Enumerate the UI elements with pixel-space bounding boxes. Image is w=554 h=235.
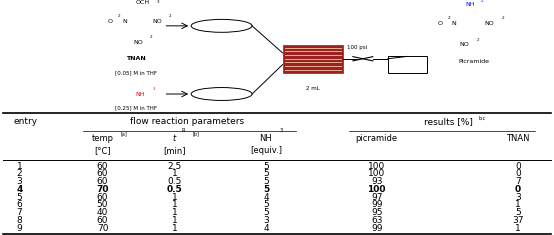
Text: 70: 70 bbox=[97, 223, 108, 233]
Text: NH: NH bbox=[465, 2, 475, 7]
Text: 2: 2 bbox=[476, 38, 479, 42]
Text: 5: 5 bbox=[515, 208, 521, 217]
Text: 2: 2 bbox=[481, 0, 484, 3]
Text: 70: 70 bbox=[96, 185, 109, 194]
Text: 5: 5 bbox=[263, 177, 269, 186]
Text: 1: 1 bbox=[17, 162, 22, 171]
Text: TNAN: TNAN bbox=[126, 56, 146, 61]
Text: 2: 2 bbox=[118, 14, 121, 18]
Text: 4: 4 bbox=[16, 185, 23, 194]
Text: 7: 7 bbox=[515, 177, 521, 186]
Text: 2.5: 2.5 bbox=[167, 162, 182, 171]
Text: 1: 1 bbox=[515, 200, 521, 209]
Text: picramide: picramide bbox=[356, 134, 398, 143]
Text: 0.5: 0.5 bbox=[167, 177, 182, 186]
Text: 60: 60 bbox=[97, 162, 108, 171]
Text: 95: 95 bbox=[371, 208, 382, 217]
Text: 3: 3 bbox=[152, 87, 155, 91]
Text: 8: 8 bbox=[17, 216, 22, 225]
Text: 100: 100 bbox=[367, 185, 386, 194]
Bar bbox=[283, 45, 343, 73]
Text: N: N bbox=[122, 19, 127, 24]
Text: 40: 40 bbox=[97, 208, 108, 217]
Text: 37: 37 bbox=[512, 216, 524, 225]
Text: 60: 60 bbox=[97, 192, 108, 202]
Text: temp: temp bbox=[91, 134, 114, 143]
Text: NO: NO bbox=[485, 21, 495, 26]
Text: [°C]: [°C] bbox=[94, 146, 111, 155]
Text: 2: 2 bbox=[448, 16, 450, 20]
Text: 0: 0 bbox=[515, 185, 521, 194]
Text: [b]: [b] bbox=[193, 131, 199, 136]
Text: 2: 2 bbox=[17, 169, 22, 178]
Text: 6: 6 bbox=[17, 200, 22, 209]
Text: 60: 60 bbox=[97, 177, 108, 186]
Text: 5: 5 bbox=[263, 185, 269, 194]
Text: 0: 0 bbox=[515, 162, 521, 171]
Text: 99: 99 bbox=[371, 200, 382, 209]
Text: 5: 5 bbox=[263, 162, 269, 171]
Text: 100 psi: 100 psi bbox=[347, 45, 367, 50]
Text: R: R bbox=[181, 128, 185, 133]
Text: 0.5: 0.5 bbox=[167, 185, 182, 194]
Text: [a]: [a] bbox=[120, 131, 127, 136]
Text: [0.25] M in THF: [0.25] M in THF bbox=[115, 106, 157, 111]
Text: [min]: [min] bbox=[163, 146, 186, 155]
Text: 100: 100 bbox=[368, 169, 386, 178]
Text: 2: 2 bbox=[501, 16, 504, 20]
Text: 2: 2 bbox=[150, 35, 152, 39]
Text: NH: NH bbox=[259, 134, 273, 143]
Text: 3: 3 bbox=[280, 128, 283, 133]
Text: 60: 60 bbox=[97, 169, 108, 178]
Text: Picramide: Picramide bbox=[458, 59, 489, 64]
Text: 97: 97 bbox=[371, 192, 382, 202]
Text: entry: entry bbox=[14, 117, 38, 126]
Text: 0: 0 bbox=[515, 169, 521, 178]
Text: 100: 100 bbox=[368, 162, 386, 171]
Text: 7: 7 bbox=[17, 208, 22, 217]
Text: 3: 3 bbox=[263, 216, 269, 225]
Text: 1: 1 bbox=[172, 200, 177, 209]
Bar bbox=[388, 56, 427, 73]
Text: NH: NH bbox=[136, 92, 145, 97]
Text: results [%]: results [%] bbox=[424, 117, 473, 126]
Text: NO: NO bbox=[133, 40, 143, 45]
Text: 5: 5 bbox=[263, 169, 269, 178]
Text: 93: 93 bbox=[371, 177, 382, 186]
Text: b,c: b,c bbox=[478, 116, 485, 121]
Text: 60: 60 bbox=[97, 216, 108, 225]
Text: 1: 1 bbox=[172, 216, 177, 225]
Text: O: O bbox=[438, 21, 443, 26]
Text: 3: 3 bbox=[17, 177, 22, 186]
Text: flow reaction parameters: flow reaction parameters bbox=[130, 117, 244, 126]
Text: 4: 4 bbox=[263, 223, 269, 233]
Text: 3: 3 bbox=[515, 192, 521, 202]
Text: NO: NO bbox=[460, 42, 470, 47]
Text: 5: 5 bbox=[263, 200, 269, 209]
Text: 4: 4 bbox=[263, 192, 269, 202]
Text: [equiv.]: [equiv.] bbox=[250, 146, 282, 155]
Text: 1: 1 bbox=[172, 208, 177, 217]
Text: 2 mL: 2 mL bbox=[306, 86, 320, 91]
Text: 3: 3 bbox=[157, 0, 160, 4]
Text: t: t bbox=[173, 134, 176, 143]
Text: NO: NO bbox=[152, 19, 162, 24]
Text: 5: 5 bbox=[17, 192, 22, 202]
Text: 99: 99 bbox=[371, 223, 382, 233]
Text: TNAN: TNAN bbox=[506, 134, 530, 143]
Text: [0.05] M in THF: [0.05] M in THF bbox=[115, 70, 157, 75]
Text: 5: 5 bbox=[263, 208, 269, 217]
Text: 1: 1 bbox=[172, 192, 177, 202]
Text: 1: 1 bbox=[172, 169, 177, 178]
Text: N: N bbox=[452, 21, 456, 26]
Text: 63: 63 bbox=[371, 216, 382, 225]
Text: OCH: OCH bbox=[136, 0, 150, 5]
Text: O: O bbox=[108, 19, 113, 24]
Text: 50: 50 bbox=[97, 200, 108, 209]
Text: 2: 2 bbox=[169, 14, 172, 18]
Text: 9: 9 bbox=[17, 223, 22, 233]
Text: 1: 1 bbox=[515, 223, 521, 233]
Text: 1: 1 bbox=[172, 223, 177, 233]
